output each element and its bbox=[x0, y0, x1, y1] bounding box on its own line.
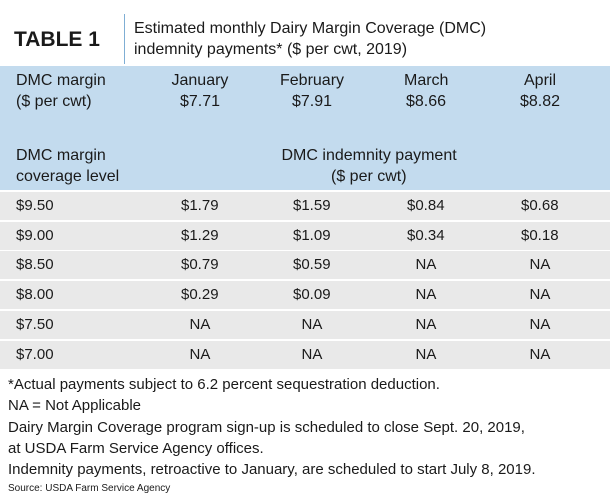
footnote: at USDA Farm Service Agency offices. bbox=[8, 439, 264, 457]
row-label: $7.50 bbox=[16, 315, 54, 333]
table-cell: $0.18 bbox=[521, 226, 559, 244]
table-cell: $0.09 bbox=[293, 286, 331, 304]
month-margin: $7.91 bbox=[292, 93, 333, 110]
month-margin: $8.82 bbox=[520, 93, 561, 110]
table-cell: NA bbox=[415, 345, 437, 363]
payment-header: ($ per cwt) bbox=[331, 168, 407, 185]
table-cell: NA bbox=[301, 315, 323, 333]
table-cell: $0.84 bbox=[407, 197, 445, 214]
coverage-header: coverage level bbox=[16, 168, 120, 185]
table-cell: $1.79 bbox=[181, 197, 219, 214]
row-label: $9.00 bbox=[16, 226, 54, 244]
table-cell: $0.34 bbox=[407, 226, 445, 244]
month-name: April bbox=[524, 72, 557, 89]
table-cell: NA bbox=[415, 256, 437, 274]
payment-header: DMC indemnity payment bbox=[281, 147, 457, 164]
table-cell: $0.68 bbox=[521, 197, 559, 214]
table-cell: $0.29 bbox=[181, 286, 219, 304]
footnote: NA = Not Applicable bbox=[8, 397, 142, 415]
table-cell: $1.09 bbox=[293, 226, 331, 244]
table-cell: $0.59 bbox=[293, 256, 331, 274]
row-label: $7.00 bbox=[16, 345, 54, 363]
month-name: February bbox=[280, 72, 345, 89]
table-cell: NA bbox=[529, 345, 551, 363]
title-line: Estimated monthly Dairy Margin Coverage … bbox=[134, 20, 487, 37]
row-label: $8.50 bbox=[16, 256, 54, 274]
margin-header: ($ per cwt) bbox=[16, 93, 92, 110]
table-cell: NA bbox=[415, 315, 437, 333]
month-name: March bbox=[404, 72, 449, 89]
title-separator bbox=[124, 14, 125, 64]
table-row bbox=[0, 251, 610, 280]
table-cell: $1.59 bbox=[293, 197, 331, 214]
table-cell: NA bbox=[529, 315, 551, 333]
table-cell: $1.29 bbox=[181, 226, 219, 244]
table-cell: $0.79 bbox=[181, 256, 219, 274]
footnote: Dairy Margin Coverage program sign-up is… bbox=[8, 418, 525, 436]
table-cell: NA bbox=[301, 345, 323, 363]
month-margin: $8.66 bbox=[406, 93, 447, 110]
title-line: indemnity payments* ($ per cwt, 2019) bbox=[134, 41, 408, 58]
table-row bbox=[0, 340, 610, 369]
table-row bbox=[0, 310, 610, 339]
table-row bbox=[0, 192, 610, 220]
month-name: January bbox=[171, 72, 229, 89]
table-cell: NA bbox=[189, 345, 211, 363]
footnote: *Actual payments subject to 6.2 percent … bbox=[8, 376, 440, 393]
table-cell: NA bbox=[415, 286, 437, 304]
table-cell: NA bbox=[189, 315, 211, 333]
margin-header: DMC margin bbox=[16, 72, 106, 89]
table-row bbox=[0, 281, 610, 310]
table-row bbox=[0, 221, 610, 250]
coverage-header: DMC margin bbox=[16, 147, 106, 164]
footnote: Indemnity payments, retroactive to Janua… bbox=[8, 461, 536, 479]
table-label: TABLE 1 bbox=[14, 28, 100, 51]
source: Source: USDA Farm Service Agency bbox=[8, 483, 171, 494]
row-label: $8.00 bbox=[16, 286, 54, 304]
month-margin: $7.71 bbox=[180, 93, 221, 110]
table-header bbox=[0, 66, 610, 190]
table-cell: NA bbox=[529, 256, 551, 274]
row-label: $9.50 bbox=[16, 197, 54, 214]
table-cell: NA bbox=[529, 286, 551, 304]
